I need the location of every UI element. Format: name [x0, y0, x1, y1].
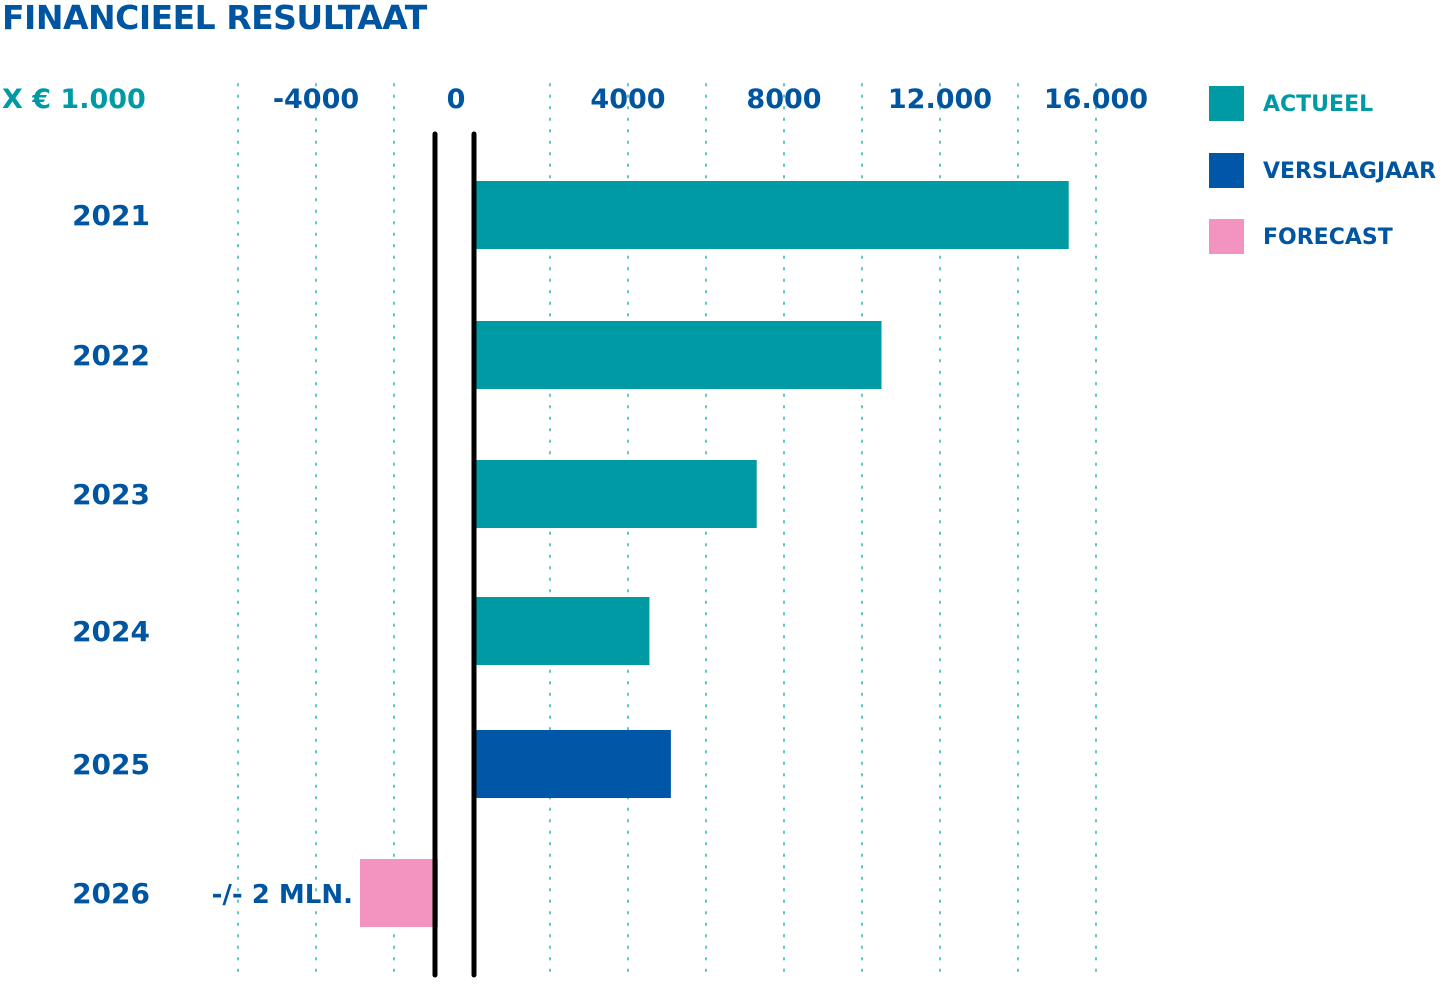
bar-2021: [472, 181, 1069, 249]
bar-2022: [472, 321, 882, 389]
category-label-2026: 2026: [72, 877, 150, 910]
legend-label-actueel: ACTUEEL: [1263, 92, 1373, 117]
zero-axis: [432, 131, 477, 978]
x-tick-label: 12.000: [888, 84, 992, 115]
category-label-2024: 2024: [72, 615, 150, 648]
x-tick-label: 0: [447, 84, 466, 115]
annotations: -/- 2 MLN.: [212, 880, 353, 910]
category-label-2025: 2025: [72, 748, 150, 781]
bar-2023: [472, 460, 757, 528]
legend-label-verslagjaar: VERSLAGJAAR: [1263, 159, 1436, 184]
category-label-2021: 2021: [72, 199, 150, 232]
x-tick-label: 16.000: [1044, 84, 1148, 115]
unit-label: X € 1.000: [2, 84, 146, 115]
legend-swatch-verslagjaar: [1209, 153, 1244, 188]
category-label-2023: 2023: [72, 478, 150, 511]
category-label-2022: 2022: [72, 339, 150, 372]
bar-2026: [360, 859, 438, 927]
bars: [360, 181, 1069, 927]
chart-title: FINANCIEEL RESULTAAT: [2, 0, 428, 37]
x-tick-label: 8000: [746, 84, 821, 115]
legend-swatch-forecast: [1209, 219, 1244, 254]
category-labels: 2021 2022 2023 2024 2025 2026: [72, 199, 150, 910]
bar-2024: [472, 597, 650, 665]
x-tick-label: 4000: [590, 84, 665, 115]
x-tick-label: -4000: [273, 84, 359, 115]
annotation-2026: -/- 2 MLN.: [212, 880, 353, 910]
legend: ACTUEEL VERSLAGJAAR FORECAST: [1209, 86, 1436, 254]
legend-swatch-actueel: [1209, 86, 1244, 121]
bar-2025: [472, 730, 671, 798]
legend-label-forecast: FORECAST: [1263, 225, 1393, 250]
x-axis-ticks: -4000 0 4000 8000 12.000 16.000: [273, 84, 1148, 115]
